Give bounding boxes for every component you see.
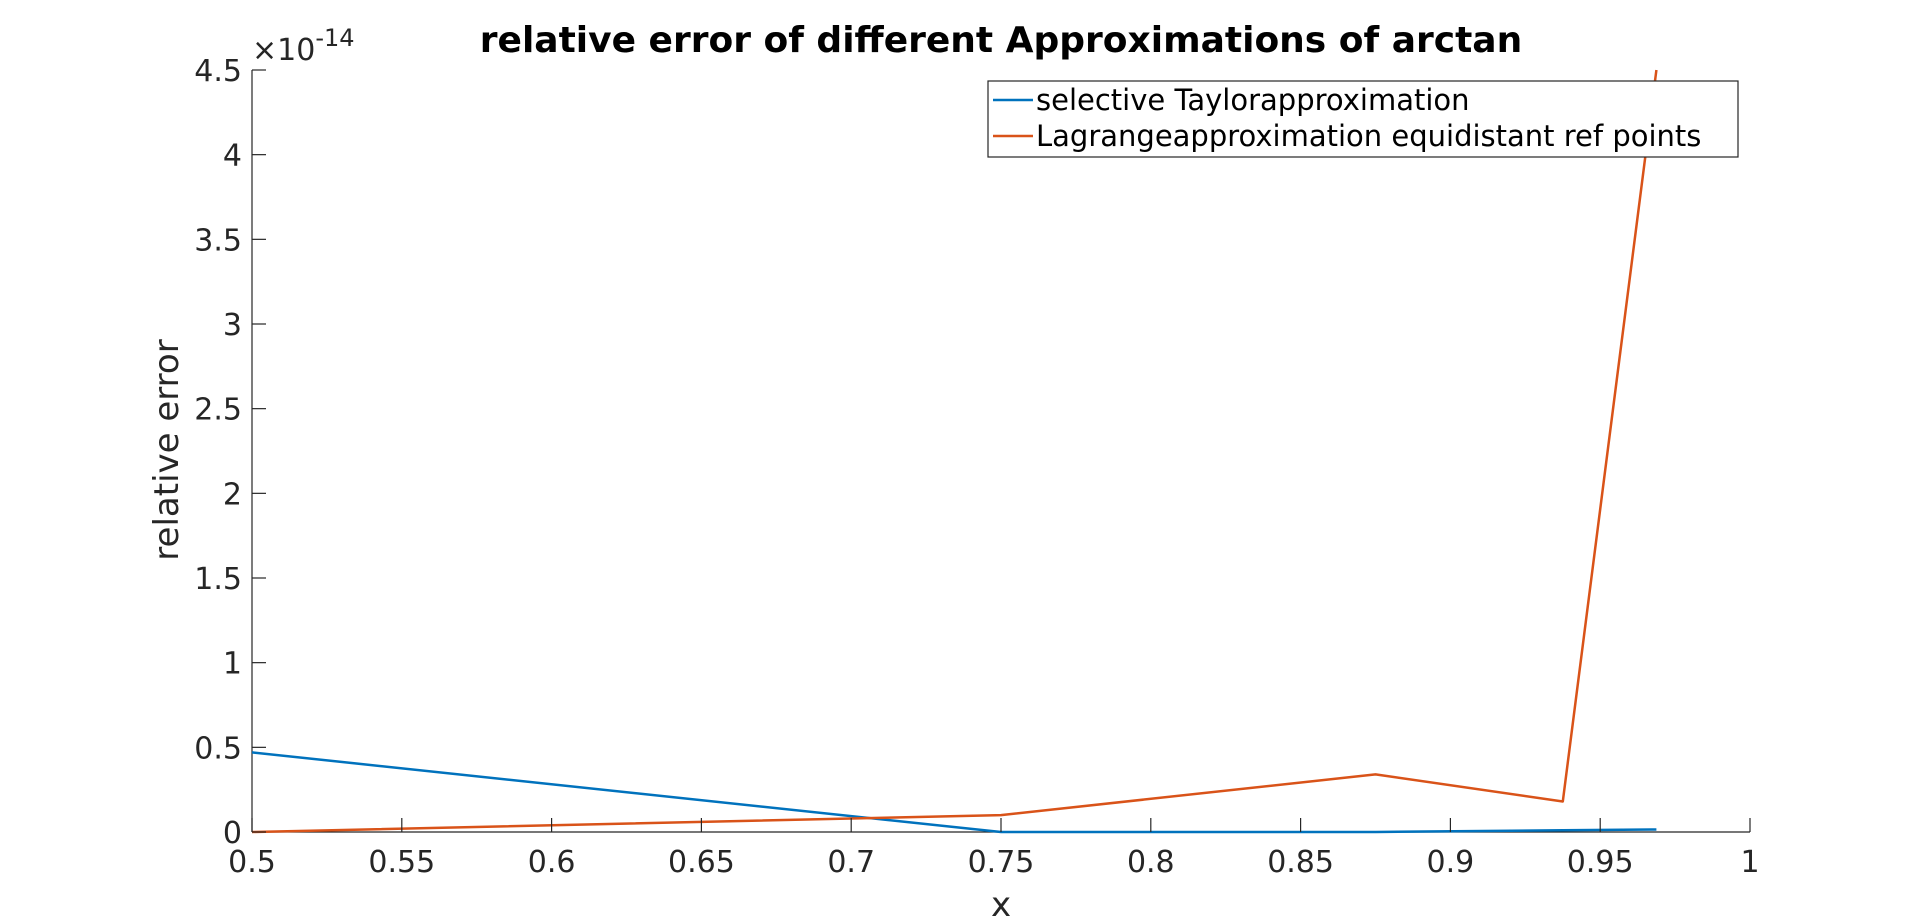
y-tick-label: 0	[223, 816, 242, 851]
legend-label-taylor: selective Taylorapproximation	[1036, 83, 1470, 117]
exponent-power: -14	[315, 24, 354, 52]
y-tick-label: 4	[223, 139, 242, 174]
exponent-label: ×10-14	[252, 24, 355, 68]
x-tick-label: 0.65	[668, 845, 735, 880]
tick-labels: 0.5 0.55 0.6 0.65 0.7 0.75 0.8 0.85 0.9 0.95 100.5…	[194, 54, 1759, 880]
x-tick-label: 0.7	[827, 845, 875, 880]
x-tick-label: 0.95	[1567, 845, 1634, 880]
y-tick-label: 2	[223, 477, 242, 512]
exponent-base: ×10	[252, 33, 315, 68]
x-axis-label: x	[991, 885, 1011, 924]
chart-title: relative error of different Approximatio…	[480, 20, 1522, 61]
y-tick-label: 1.5	[194, 562, 242, 597]
y-tick-label: 3	[223, 308, 242, 343]
x-tick-label: 0.75	[968, 845, 1035, 880]
y-tick-label: 3.5	[194, 223, 242, 258]
y-tick-label: 1	[223, 647, 242, 682]
y-tick-label: 0.5	[194, 731, 242, 766]
x-tick-label: 0.85	[1267, 845, 1334, 880]
series-line-lagrange	[252, 69, 1658, 834]
legend-box	[987, 80, 1739, 158]
series-line-taylor	[252, 751, 1657, 834]
x-tick-label: 1	[1740, 845, 1759, 880]
legend: selective Taylorapproximation Lagrangeap…	[987, 80, 1739, 158]
x-tick-label: 0.8	[1127, 845, 1175, 880]
series-lines	[252, 69, 1658, 834]
y-tick-label: 2.5	[194, 393, 242, 428]
svg-text:×10-14: ×10-14	[252, 24, 355, 68]
x-tick-label: 0.6	[528, 845, 576, 880]
legend-label-lagrange: Lagrangeapproximation equidistant ref po…	[1036, 119, 1701, 153]
y-axis-label: relative error	[147, 339, 187, 560]
y-tick-label: 4.5	[194, 54, 242, 89]
x-tick-label: 0.5	[228, 845, 276, 880]
x-tick-label: 0.55	[368, 845, 435, 880]
plot-area: 0.5 0.55 0.6 0.65 0.7 0.75 0.8 0.85 0.9 0.95 100.5…	[194, 54, 1759, 880]
x-tick-label: 0.9	[1427, 845, 1475, 880]
